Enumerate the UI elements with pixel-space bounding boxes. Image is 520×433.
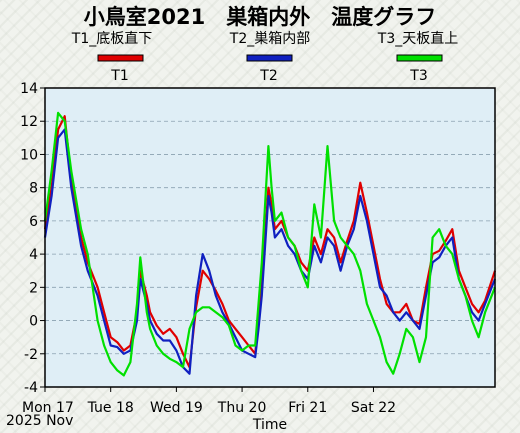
series-lines (43, 111, 497, 377)
y-tick-label: -4 (24, 380, 38, 396)
x-tick-label: Mon 17 (22, 400, 74, 416)
x-sub-label: 2025 Nov (6, 413, 73, 429)
x-tick-label: Sat 22 (351, 400, 396, 416)
y-tick-label: 6 (29, 214, 38, 230)
y-tick-label: -2 (24, 347, 38, 363)
y-tick-label: 14 (20, 81, 38, 97)
x-tick-label: Tue 18 (87, 400, 134, 416)
y-tick-label: 0 (29, 314, 38, 330)
chart-title: 小鳥室2021 巣箱内外 温度グラフ (84, 5, 436, 29)
x-tick-label: Wed 19 (150, 400, 203, 416)
y-tick-label: 8 (29, 181, 38, 197)
legend-label-t1: T1 (110, 68, 128, 84)
y-axis: -4 -2 0 2 4 6 8 10 12 14 (20, 81, 45, 396)
series-line-t3 (43, 111, 497, 377)
x-axis: Mon 17 Tue 18 Wed 19 Thu 20 Fri 21 Sat 22 (22, 387, 396, 416)
legend: T1 T2 T3 (97, 54, 443, 84)
subtitle-t3: T3_天板直上 (377, 30, 458, 47)
legend-swatch-t3 (396, 54, 443, 62)
series-line-t2 (43, 128, 497, 375)
subtitle-t2: T2_巣箱内部 (229, 31, 310, 47)
x-tick-label: Thu 20 (217, 400, 267, 416)
legend-swatch-t2 (246, 54, 293, 62)
x-tick-label: Fri 21 (288, 400, 327, 416)
subtitle-t1: T1_底板直下 (71, 30, 152, 47)
y-tick-label: 10 (20, 147, 38, 163)
y-tick-label: 2 (29, 280, 38, 296)
plot-frame (44, 87, 496, 388)
x-axis-title: Time (252, 417, 287, 433)
plot-area (45, 88, 495, 387)
legend-label-t3: T3 (409, 68, 427, 84)
y-tick-label: 12 (20, 114, 38, 130)
legend-swatch-t1 (97, 54, 144, 62)
y-tick-label: 4 (29, 247, 38, 263)
legend-label-t2: T2 (259, 68, 277, 84)
